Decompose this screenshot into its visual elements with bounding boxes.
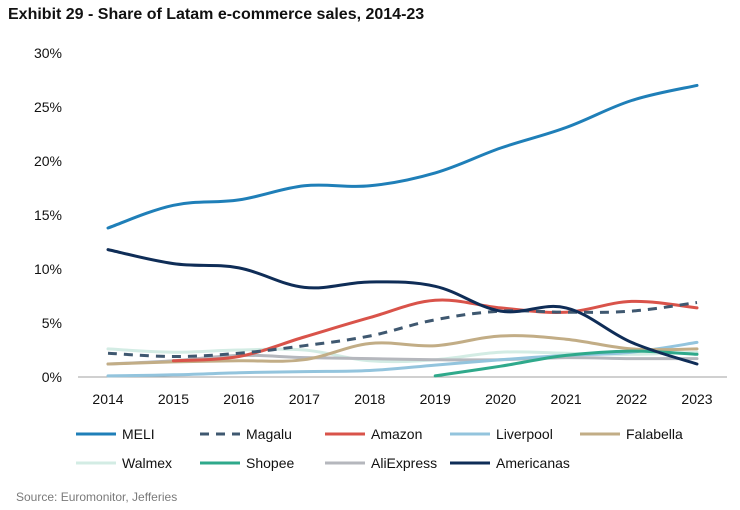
series-line-liverpool (106, 340, 699, 378)
y-tick-label: 15% (34, 207, 62, 223)
x-tick-label: 2021 (551, 391, 582, 407)
x-tick-label: 2020 (485, 391, 516, 407)
y-tick-label: 25% (34, 99, 62, 115)
y-tick-label: 5% (42, 315, 62, 331)
legend-label-amazon: Amazon (371, 426, 422, 442)
series-layer (106, 83, 699, 378)
legend-label-shopee: Shopee (246, 455, 294, 471)
chart-legend: MELI Magalu Amazon Liverpool Falabella Walmex… (76, 426, 683, 471)
x-tick-label: 2022 (616, 391, 647, 407)
chart-title: Exhibit 29 - Share of Latam e-commerce s… (8, 6, 425, 23)
legend-label-aliexpress: AliExpress (371, 455, 437, 471)
y-tick-label: 10% (34, 261, 62, 277)
legend-label-falabella: Falabella (626, 426, 683, 442)
series-line-aliexpress (106, 353, 699, 366)
legend-label-walmex: Walmex (122, 455, 172, 471)
source-note: Source: Euromonitor, Jefferies (16, 490, 178, 504)
y-tick-label: 30% (34, 45, 62, 61)
x-tick-label: 2014 (92, 391, 123, 407)
series-line-meli (106, 83, 699, 230)
x-tick-label: 2016 (223, 391, 254, 407)
legend-label-magalu: Magalu (246, 426, 292, 442)
series-line-falabella (106, 334, 699, 366)
y-tick-label: 0% (42, 369, 62, 385)
series-line-americanas (106, 248, 699, 366)
x-tick-label: 2015 (158, 391, 189, 407)
series-line-magalu (107, 301, 698, 358)
y-tick-label: 20% (34, 153, 62, 169)
legend-label-meli: MELI (122, 426, 155, 442)
legend-label-americanas: Americanas (496, 455, 570, 471)
chart-axes: 0% 5% 10% 15% 20% 25% 30% 2014 2015 2016 2017 2018 2… (34, 45, 727, 407)
x-tick-label: 2017 (289, 391, 320, 407)
legend-label-liverpool: Liverpool (496, 426, 553, 442)
x-tick-label: 2023 (681, 391, 712, 407)
x-tick-label: 2018 (354, 391, 385, 407)
x-tick-label: 2019 (420, 391, 451, 407)
